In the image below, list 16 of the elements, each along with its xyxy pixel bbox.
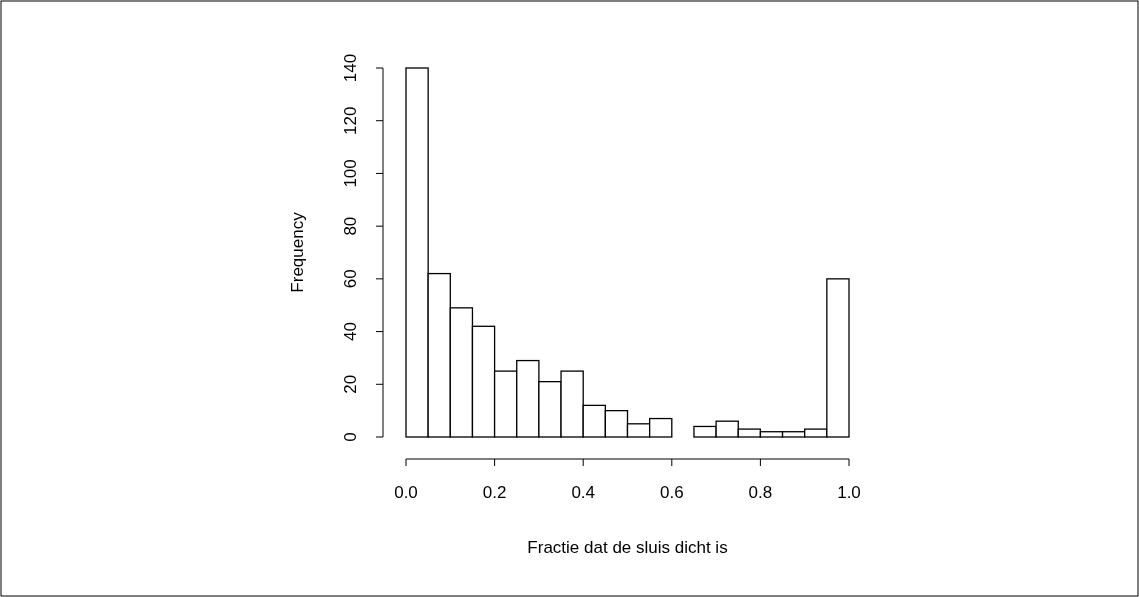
- x-tick-label: 0.2: [482, 483, 507, 502]
- y-tick-label: 20: [341, 374, 360, 394]
- y-tick-label: 140: [341, 53, 360, 83]
- x-tick-label: 0.4: [571, 483, 596, 502]
- x-tick-label: 1.0: [837, 483, 861, 502]
- x-tick-label: 0.8: [748, 483, 773, 502]
- x-tick-label: 0.6: [659, 483, 684, 502]
- y-axis-title: Frequency: [288, 211, 307, 293]
- y-tick-label: 60: [341, 269, 360, 289]
- y-tick-label: 40: [341, 322, 360, 342]
- y-tick-label: 80: [341, 216, 360, 236]
- x-tick-label: 0.0: [394, 483, 418, 502]
- y-tick-label: 0: [341, 432, 360, 442]
- x-axis-title: Fractie dat de sluis dicht is: [527, 538, 728, 557]
- y-tick-label: 100: [341, 159, 360, 188]
- y-tick-label: 120: [341, 106, 360, 135]
